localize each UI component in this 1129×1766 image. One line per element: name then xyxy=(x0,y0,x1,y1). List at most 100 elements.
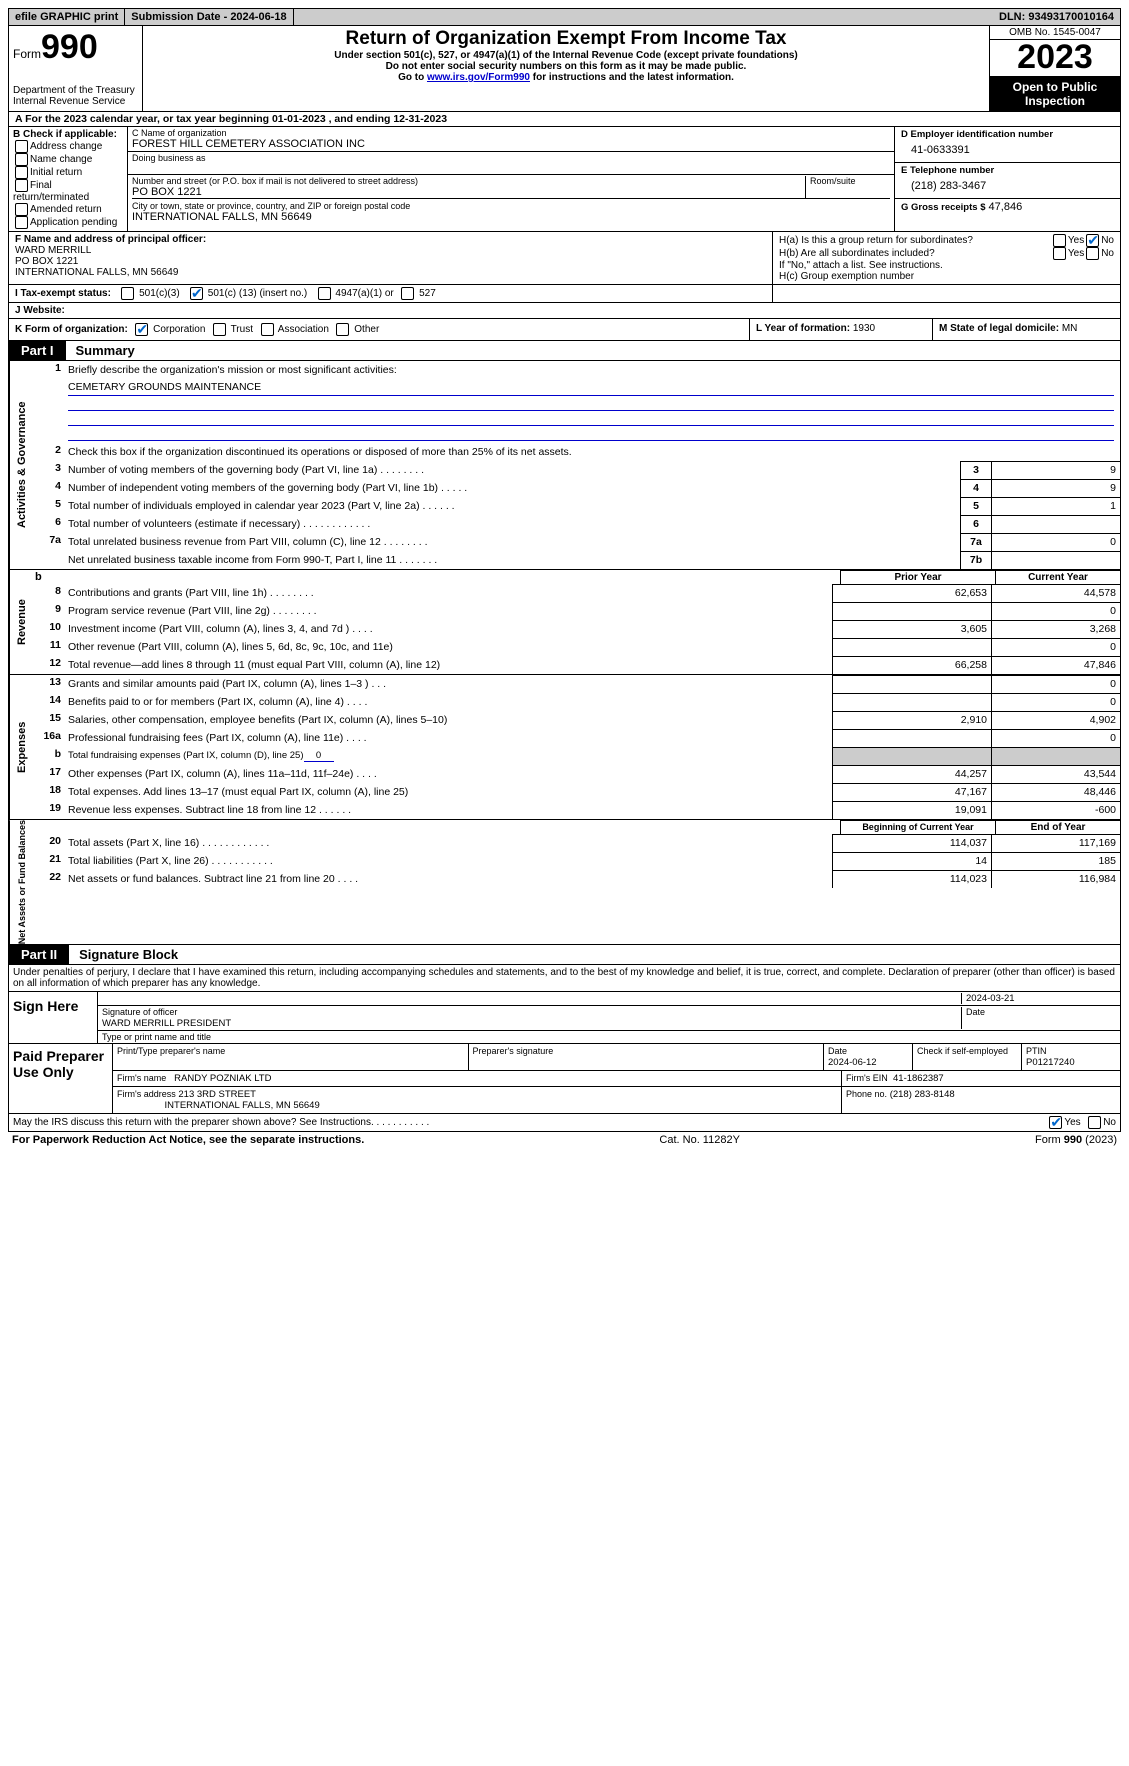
part2-header: Part II Signature Block xyxy=(8,945,1121,965)
cb-app-pending[interactable] xyxy=(15,216,28,229)
firm-addr2: INTERNATIONAL FALLS, MN 56649 xyxy=(165,1100,320,1111)
open-inspection: Open to Public Inspection xyxy=(990,77,1120,111)
part1-header: Part I Summary xyxy=(8,341,1121,361)
discuss-yes-cb[interactable] xyxy=(1049,1116,1062,1129)
org-city: INTERNATIONAL FALLS, MN 56649 xyxy=(132,211,890,223)
cb-trust[interactable] xyxy=(213,323,226,336)
officer-signature-name: WARD MERRILL PRESIDENT xyxy=(102,1018,231,1029)
tax-year: 2023 xyxy=(990,40,1120,77)
c-name-label: C Name of organization xyxy=(132,128,890,138)
form-subtitle-1: Under section 501(c), 527, or 4947(a)(1)… xyxy=(149,50,983,61)
officer-addr: PO BOX 1221 xyxy=(15,256,766,267)
hdr-prior-year: Prior Year xyxy=(840,570,995,584)
c-addr-label: Number and street (or P.O. box if mail i… xyxy=(132,176,805,186)
cat-no: Cat. No. 11282Y xyxy=(659,1134,740,1146)
d-ein-label: D Employer identification number xyxy=(901,129,1114,140)
row-f-h: F Name and address of principal officer:… xyxy=(8,232,1121,285)
ha-no-cb[interactable] xyxy=(1086,234,1099,247)
discuss-no-cb[interactable] xyxy=(1088,1116,1101,1129)
phone-value: (218) 283-3467 xyxy=(901,176,1114,196)
ein-value: 41-0633391 xyxy=(901,140,1114,160)
cb-initial-return[interactable] xyxy=(15,166,28,179)
dept-treasury: Department of the Treasury Internal Reve… xyxy=(13,85,138,107)
cb-name-change[interactable] xyxy=(15,153,28,166)
form-number: 990 xyxy=(41,28,98,66)
block-revenue: Revenue bPrior YearCurrent Year 8Contrib… xyxy=(8,570,1121,675)
e-phone-label: E Telephone number xyxy=(901,165,1114,176)
row-j-website: J Website: xyxy=(8,303,1121,319)
hb-no-cb[interactable] xyxy=(1086,247,1099,260)
block-activities-governance: Activities & Governance 1Briefly describ… xyxy=(8,361,1121,570)
h-c-label: H(c) Group exemption number xyxy=(779,271,1114,282)
page-footer: For Paperwork Reduction Act Notice, see … xyxy=(8,1132,1121,1148)
year-formation: 1930 xyxy=(853,323,875,334)
firm-addr1: 213 3RD STREET xyxy=(178,1089,256,1100)
l6-value xyxy=(991,515,1120,533)
form-header: Form990 Department of the Treasury Inter… xyxy=(8,26,1121,112)
col-b-checkboxes: B Check if applicable: Address change Na… xyxy=(9,127,128,231)
room-suite-label: Room/suite xyxy=(810,176,890,186)
l7a-value: 0 xyxy=(991,533,1120,551)
c-city-label: City or town, state or province, country… xyxy=(132,201,890,211)
row-a-tax-year: A For the 2023 calendar year, or tax yea… xyxy=(8,112,1121,127)
officer-city: INTERNATIONAL FALLS, MN 56649 xyxy=(15,267,766,278)
c-dba-label: Doing business as xyxy=(132,153,890,163)
officer-name: WARD MERRILL xyxy=(15,245,766,256)
dln-label: DLN: 93493170010164 xyxy=(993,9,1120,25)
gross-receipts-value: 47,846 xyxy=(989,201,1023,213)
block-net-assets: Net Assets or Fund Balances Beginning of… xyxy=(8,820,1121,945)
org-address: PO BOX 1221 xyxy=(132,186,805,198)
firm-name: RANDY POZNIAK LTD xyxy=(174,1073,271,1084)
irs-link[interactable]: www.irs.gov/Form990 xyxy=(427,72,530,83)
l5-value: 1 xyxy=(991,497,1120,515)
form-word: Form xyxy=(13,47,41,61)
col-d-right: D Employer identification number 41-0633… xyxy=(895,127,1120,231)
cb-527[interactable] xyxy=(401,287,414,300)
hdr-eoy: End of Year xyxy=(995,820,1120,834)
hdr-bcy: Beginning of Current Year xyxy=(840,820,995,834)
org-name: FOREST HILL CEMETERY ASSOCIATION INC xyxy=(132,138,890,150)
cb-501c3[interactable] xyxy=(121,287,134,300)
form-title: Return of Organization Exempt From Incom… xyxy=(149,28,983,50)
ptin-value: P01217240 xyxy=(1026,1057,1075,1068)
hdr-current-year: Current Year xyxy=(995,570,1120,584)
h-b-label: H(b) Are all subordinates included? xyxy=(779,248,1051,259)
row-klm: K Form of organization: Corporation Trus… xyxy=(8,319,1121,341)
cb-amended-return[interactable] xyxy=(15,203,28,216)
efile-print-label: efile GRAPHIC print xyxy=(9,9,125,25)
cb-association[interactable] xyxy=(261,323,274,336)
hb-yes-cb[interactable] xyxy=(1053,247,1066,260)
perjury-statement: Under penalties of perjury, I declare th… xyxy=(8,965,1121,992)
cb-address-change[interactable] xyxy=(15,140,28,153)
h-b-note: If "No," attach a list. See instructions… xyxy=(779,260,1114,271)
mission-text: CEMETARY GROUNDS MAINTENANCE xyxy=(68,381,1114,396)
col-c-org-info: C Name of organization FOREST HILL CEMET… xyxy=(128,127,895,231)
cb-4947[interactable] xyxy=(318,287,331,300)
sign-here-block: Sign Here 2024-03-21 Signature of office… xyxy=(8,992,1121,1044)
l1-label: Briefly describe the organization's miss… xyxy=(66,361,1120,379)
top-bar: efile GRAPHIC print Submission Date - 20… xyxy=(8,8,1121,26)
state-domicile: MN xyxy=(1062,323,1078,334)
g-receipts-label: G Gross receipts $ xyxy=(901,202,985,213)
cb-corporation[interactable] xyxy=(135,323,148,336)
row-i: I Tax-exempt status: 501(c)(3) 501(c) (1… xyxy=(8,285,1121,303)
identity-grid: B Check if applicable: Address change Na… xyxy=(8,127,1121,232)
f-officer-label: F Name and address of principal officer: xyxy=(15,234,766,245)
l4-value: 9 xyxy=(991,479,1120,497)
discuss-row: May the IRS discuss this return with the… xyxy=(8,1114,1121,1132)
firm-ein: 41-1862387 xyxy=(893,1073,944,1084)
cb-other[interactable] xyxy=(336,323,349,336)
l3-value: 9 xyxy=(991,461,1120,479)
sign-date: 2024-03-21 xyxy=(961,993,1116,1004)
cb-final-return[interactable] xyxy=(15,179,28,192)
paid-preparer-block: Paid Preparer Use Only Print/Type prepar… xyxy=(8,1044,1121,1114)
block-expenses: Expenses 13Grants and similar amounts pa… xyxy=(8,675,1121,820)
submission-date: Submission Date - 2024-06-18 xyxy=(125,9,293,25)
form-subtitle-2: Do not enter social security numbers on … xyxy=(149,61,983,72)
ha-yes-cb[interactable] xyxy=(1053,234,1066,247)
h-a-label: H(a) Is this a group return for subordin… xyxy=(779,235,1051,246)
l7b-value xyxy=(991,551,1120,569)
prep-date: 2024-06-12 xyxy=(828,1057,877,1068)
firm-phone: (218) 283-8148 xyxy=(890,1089,955,1100)
cb-501c[interactable] xyxy=(190,287,203,300)
